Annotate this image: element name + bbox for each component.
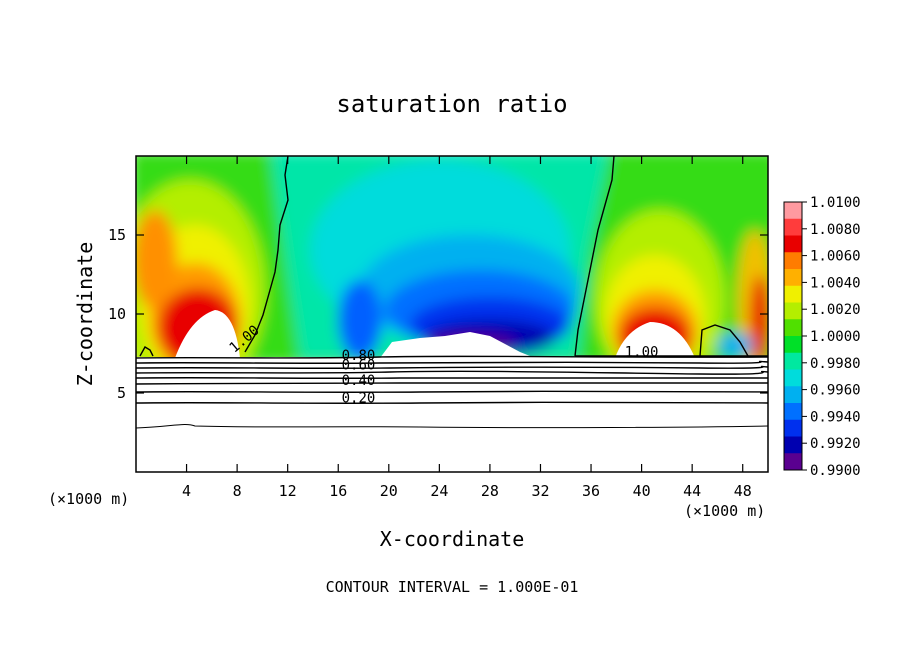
colorbar-label: 1.0040 <box>810 275 861 291</box>
contour-label: 0.80 <box>342 348 376 364</box>
contour-0.20 <box>136 401 768 404</box>
contour-0.90 <box>136 355 768 359</box>
x-tick-label: 12 <box>279 482 297 500</box>
colorbar-segment <box>784 419 802 437</box>
colorbar-segment <box>784 269 802 287</box>
white-blob-center <box>380 332 535 358</box>
x-tick-label: 20 <box>380 482 398 500</box>
y-axis: 5 10 15 <box>108 226 768 402</box>
x-tick-label: 36 <box>582 482 600 500</box>
contour-label: 0.40 <box>342 373 376 389</box>
colorbar-label: 0.9900 <box>810 463 861 479</box>
white-blob-right <box>615 322 695 358</box>
contour-0.50 <box>136 376 768 379</box>
colorbar-segment <box>784 352 802 370</box>
colorbar-label: 1.0080 <box>810 222 861 238</box>
x-tick-label: 40 <box>633 482 651 500</box>
x-unit-left: (×1000 m) <box>48 490 129 508</box>
colorbar-segment <box>784 302 802 320</box>
y-tick-label: 15 <box>108 226 126 244</box>
contour-0.80 <box>136 360 768 364</box>
x-tick-label: 4 <box>182 482 191 500</box>
colorbar-label: 1.0100 <box>810 195 861 211</box>
colorbar-label: 1.0000 <box>810 329 861 345</box>
colorbar-label: 1.0020 <box>810 302 861 318</box>
contour-0.10 <box>136 423 768 429</box>
colorbar-segment <box>784 319 802 337</box>
x-tick-label: 24 <box>430 482 448 500</box>
colorbar-segment <box>784 252 802 270</box>
contour-label: 0.60 <box>342 357 376 373</box>
y-tick-label: 10 <box>108 305 126 323</box>
colorbar-label: 0.9980 <box>810 356 861 372</box>
x-tick-label: 48 <box>734 482 752 500</box>
colorbar-segment <box>784 336 802 354</box>
colorbar-segment <box>784 369 802 387</box>
colorbar-segment <box>784 453 802 471</box>
y-axis-label: Z-coordinate <box>73 242 97 387</box>
contour-1.00-right <box>574 156 615 357</box>
contour-lines <box>136 156 768 429</box>
contour-0.30 <box>136 390 768 393</box>
contour-labels: 1.00 1.000.800.600.400.20 <box>227 322 659 406</box>
colorbar-segment <box>784 218 802 236</box>
colorbar-label: 0.9940 <box>810 409 861 425</box>
x-unit-right: (×1000 m) <box>684 502 765 520</box>
contour-1.00-left-edge <box>139 346 154 357</box>
colorbar-segment <box>784 386 802 404</box>
x-tick-label: 44 <box>683 482 701 500</box>
contour-label: 1.00 <box>625 345 659 361</box>
colorbar-label: 1.0060 <box>810 249 861 265</box>
colorbar-segment <box>784 202 802 220</box>
lower-region <box>136 357 768 472</box>
contour-0.40 <box>136 382 768 385</box>
colorbar-segment <box>784 403 802 421</box>
x-tick-label: 16 <box>329 482 347 500</box>
colorbar-label: 0.9960 <box>810 383 861 399</box>
contour-label: 0.20 <box>342 390 376 406</box>
plot-area: 1.00 1.000.800.600.400.20 <box>136 156 768 472</box>
y-tick-label: 5 <box>117 384 126 402</box>
x-axis: 4 8 12 16 20 24 28 32 36 40 44 48 <box>182 156 752 500</box>
colorbar-segment <box>784 436 802 454</box>
contour-1.00-right-bump <box>699 324 749 357</box>
colorbar-segment <box>784 235 802 253</box>
footer-contour-interval: CONTOUR INTERVAL = 1.000E-01 <box>326 578 579 596</box>
white-blob-left <box>175 310 240 358</box>
colorbar-label: 0.9920 <box>810 436 861 452</box>
chart-title: saturation ratio <box>336 90 567 118</box>
contour-1.00-left <box>244 156 289 353</box>
x-tick-label: 28 <box>481 482 499 500</box>
contour-0.70 <box>136 365 768 369</box>
x-tick-label: 32 <box>531 482 549 500</box>
x-tick-label: 8 <box>233 482 242 500</box>
colorbar: 1.0100 1.0080 1.0060 1.0040 1.0020 1.0000 0.99… <box>783 195 861 479</box>
colorbar-segment <box>784 285 802 303</box>
contour-0.60 <box>136 370 768 375</box>
x-axis-label: X-coordinate <box>380 527 525 551</box>
